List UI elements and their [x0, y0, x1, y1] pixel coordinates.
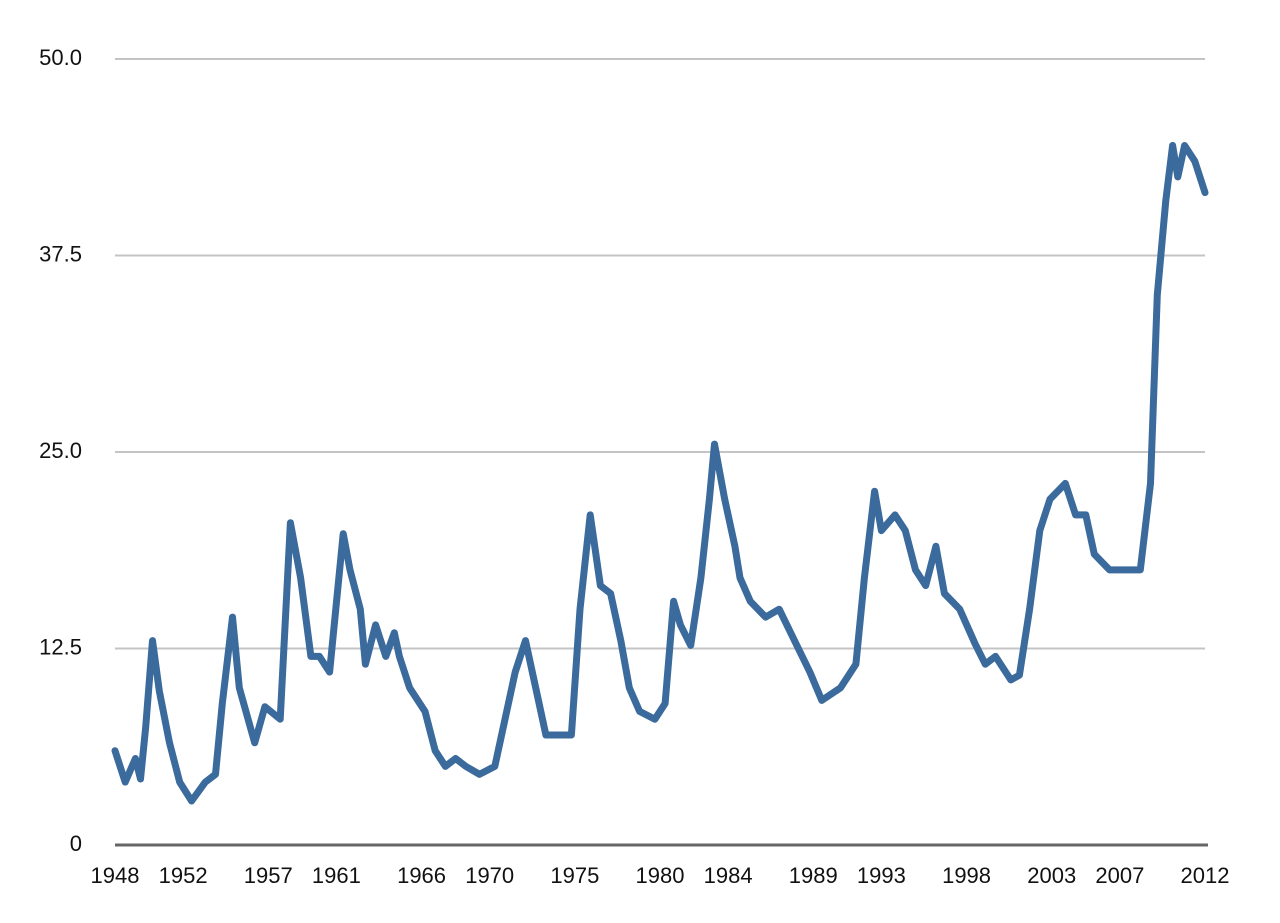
x-tick-label: 1984 [704, 863, 753, 888]
x-tick-label: 1993 [857, 863, 906, 888]
x-tick-label: 2007 [1095, 863, 1144, 888]
x-tick-label: 1952 [159, 863, 208, 888]
y-tick-label: 37.5 [39, 241, 82, 266]
x-tick-label: 1957 [244, 863, 293, 888]
data-line [111, 142, 1209, 805]
x-tick-label: 1970 [465, 863, 514, 888]
x-tick-label: 2012 [1181, 863, 1230, 888]
y-tick-label: 25.0 [39, 438, 82, 463]
y-tick-label: 12.5 [39, 634, 82, 659]
y-tick-label: 50.0 [39, 45, 82, 70]
x-tick-label: 1961 [312, 863, 361, 888]
x-tick-label: 1989 [789, 863, 838, 888]
x-tick-label: 1980 [636, 863, 685, 888]
x-tick-label: 1998 [942, 863, 991, 888]
x-tick-label: 1975 [550, 863, 599, 888]
x-tick-label: 1948 [91, 863, 140, 888]
y-tick-label: 0 [70, 831, 82, 856]
x-tick-label: 1966 [397, 863, 446, 888]
x-tick-label: 2003 [1027, 863, 1076, 888]
